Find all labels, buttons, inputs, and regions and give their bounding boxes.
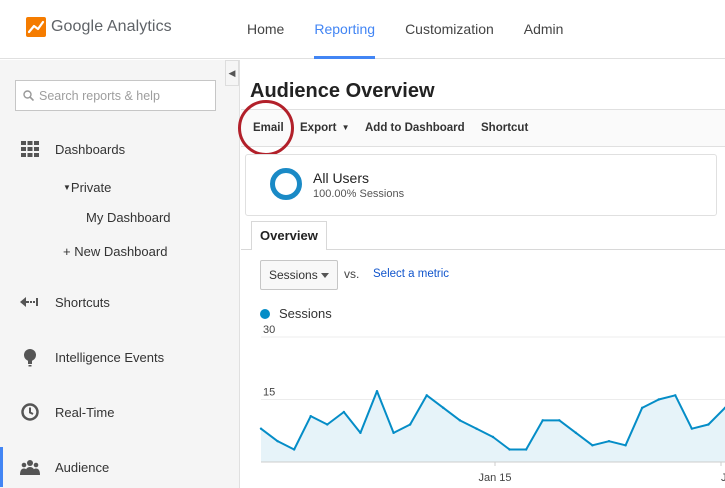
clock-icon [21, 403, 39, 421]
sessions-point[interactable] [491, 435, 495, 439]
sessions-point[interactable] [707, 423, 710, 426]
caret-down-icon: ▼ [341, 123, 350, 132]
top-nav: Home Reporting Customization Admin [232, 0, 578, 59]
vs-label: vs. [344, 267, 360, 281]
segment-ring-icon [270, 168, 302, 200]
sessions-point[interactable] [657, 398, 660, 401]
sessions-area [261, 391, 725, 462]
sessions-point[interactable] [375, 389, 379, 393]
sessions-point[interactable] [574, 431, 578, 435]
private-label: Private [70, 180, 112, 195]
grid-icon [21, 141, 39, 157]
sessions-point[interactable] [607, 439, 611, 443]
search-icon [23, 90, 34, 101]
sidebar-item-shortcuts[interactable]: Shortcuts [0, 282, 239, 322]
app-name: Google Analytics [51, 18, 172, 35]
sessions-point[interactable] [624, 444, 627, 447]
sessions-point[interactable] [508, 448, 511, 451]
nav-home[interactable]: Home [247, 21, 285, 37]
sessions-point[interactable] [442, 406, 445, 410]
y-tick-label: 30 [263, 325, 275, 336]
app-logo[interactable]: Google Analytics [26, 17, 172, 37]
main-content: Audience Overview Email Export ▼ Add to … [238, 60, 725, 488]
sidebar: Dashboards ▼Private My Dashboard + New D… [0, 60, 240, 488]
shortcut-button[interactable]: Shortcut [481, 122, 529, 134]
analytics-logo-icon [26, 17, 46, 37]
sessions-point[interactable] [591, 444, 594, 447]
tab-divider [241, 249, 725, 250]
sessions-point[interactable] [276, 439, 279, 443]
nav-customization[interactable]: Customization [405, 21, 494, 37]
report-toolbar: Email Export ▼ Add to Dashboard Shortcut [241, 109, 725, 147]
sessions-point[interactable] [408, 423, 412, 426]
lightbulb-icon [24, 349, 36, 367]
sidebar-item-label: Dashboards [55, 141, 126, 157]
chevron-down-icon [321, 273, 329, 278]
legend-dot [260, 309, 270, 319]
export-button[interactable]: Export ▼ [300, 122, 350, 134]
x-tick-label: Jan [721, 472, 725, 484]
sessions-point[interactable] [326, 423, 329, 426]
metric-select-value: Sessions [269, 268, 318, 282]
sessions-point[interactable] [640, 406, 644, 410]
x-tick-label: Jan 15 [478, 472, 511, 484]
sessions-point[interactable] [309, 414, 312, 418]
sessions-point[interactable] [475, 427, 478, 430]
search-input[interactable] [39, 88, 209, 103]
annotation-circle [238, 100, 294, 156]
sidebar-item-label: Intelligence Events [55, 349, 165, 365]
sessions-point[interactable] [292, 448, 296, 451]
top-header: Google Analytics Home Reporting Customiz… [0, 0, 725, 59]
chevron-left-icon: ◀ [228, 67, 236, 78]
sessions-point[interactable] [674, 394, 677, 397]
sidebar-item-dashboards[interactable]: Dashboards [0, 129, 239, 169]
segment-percentage: 100.00% Sessions [313, 188, 405, 200]
y-tick-label: 15 [263, 387, 275, 399]
sidebar-new-dashboard[interactable]: + New Dashboard [63, 244, 168, 259]
sessions-point[interactable] [458, 419, 462, 422]
export-label: Export [300, 122, 337, 134]
sidebar-private-folder[interactable]: ▼Private [63, 180, 111, 195]
sessions-point[interactable] [392, 431, 395, 435]
sidebar-item-intelligence-events[interactable]: Intelligence Events [0, 337, 239, 377]
tab-overview[interactable]: Overview [251, 221, 327, 250]
sidebar-item-audience[interactable]: Audience [0, 447, 239, 487]
sessions-point[interactable] [524, 448, 528, 451]
sessions-point[interactable] [690, 427, 694, 430]
page-title: Audience Overview [250, 80, 435, 102]
people-icon [20, 460, 40, 475]
legend-label: Sessions [279, 306, 332, 321]
segment-card[interactable]: All Users 100.00% Sessions [245, 154, 717, 216]
shortcut-arrow-icon [20, 297, 38, 307]
sessions-point[interactable] [541, 419, 544, 422]
sidebar-item-real-time[interactable]: Real-Time [0, 392, 239, 432]
search-box[interactable] [15, 80, 216, 111]
segment-name: All Users [313, 170, 370, 186]
sessions-point[interactable] [359, 431, 362, 435]
sidebar-item-label: Audience [55, 459, 110, 475]
select-metric-link[interactable]: Select a metric [373, 268, 450, 280]
caret-down-icon: ▼ [63, 183, 71, 192]
add-to-dashboard-button[interactable]: Add to Dashboard [365, 122, 465, 134]
sidebar-my-dashboard[interactable]: My Dashboard [86, 210, 171, 225]
sessions-point[interactable] [425, 394, 428, 397]
sidebar-item-label: Shortcuts [55, 294, 110, 310]
sessions-point[interactable] [558, 419, 561, 422]
nav-admin[interactable]: Admin [523, 21, 564, 37]
metric-select[interactable]: Sessions [260, 260, 338, 290]
sessions-point[interactable] [259, 427, 263, 430]
sidebar-item-label: Real-Time [55, 404, 115, 420]
active-indicator [0, 447, 3, 487]
sessions-point[interactable] [342, 410, 346, 414]
sessions-chart[interactable]: 30 15 Jan 15 Jan [241, 325, 725, 488]
collapse-sidebar-button[interactable]: ◀ [225, 60, 239, 86]
nav-reporting[interactable]: Reporting [299, 0, 390, 59]
